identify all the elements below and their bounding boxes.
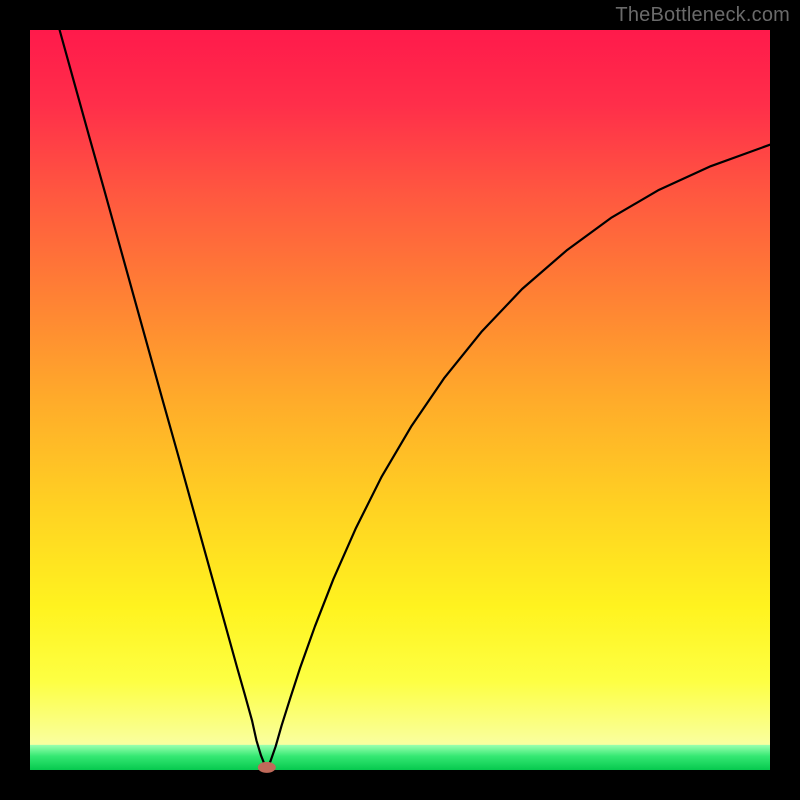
vertex-marker — [258, 762, 276, 773]
stage: TheBottleneck.com — [0, 0, 800, 800]
watermark-text: TheBottleneck.com — [615, 4, 790, 27]
plot-area — [30, 30, 770, 773]
green-strip — [30, 745, 770, 770]
chart-svg — [0, 0, 800, 800]
heat-gradient-background — [30, 30, 770, 770]
